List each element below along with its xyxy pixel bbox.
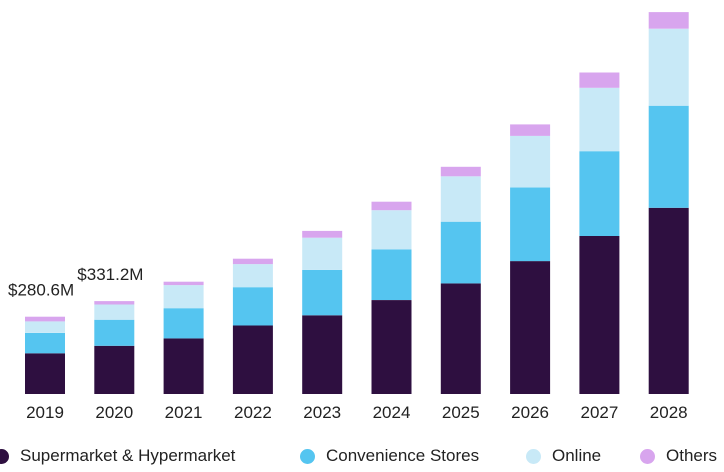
bar-2021-supermarket-hypermarket <box>163 338 204 394</box>
bar-2024-supermarket-hypermarket <box>371 300 412 394</box>
bar-2020-others <box>94 301 135 305</box>
bar-2028-supermarket-hypermarket <box>648 207 689 394</box>
bar-2022-supermarket-hypermarket <box>232 325 273 394</box>
bar-2026-convenience-stores <box>510 187 551 262</box>
bar-2027-convenience-stores <box>579 151 620 236</box>
bar-2022-others <box>232 258 273 265</box>
bar-2020-supermarket-hypermarket <box>94 345 135 394</box>
legend: Supermarket & Hypermarket Convenience St… <box>0 446 724 470</box>
x-tick-label-2022: 2022 <box>234 403 272 422</box>
bar-2028-online <box>648 28 689 106</box>
bar-2028-others <box>648 12 689 29</box>
bar-2025-convenience-stores <box>440 221 481 284</box>
legend-item-convenience: Convenience Stores <box>300 446 479 466</box>
bar-2024-convenience-stores <box>371 249 412 300</box>
legend-swatch-supermarket <box>0 448 9 464</box>
x-tick-label-2024: 2024 <box>373 403 411 422</box>
legend-swatch-others <box>640 448 655 464</box>
x-tick-label-2020: 2020 <box>95 403 133 422</box>
legend-item-others: Others <box>640 446 717 466</box>
x-tick-label-2023: 2023 <box>303 403 341 422</box>
legend-swatch-convenience <box>300 448 315 464</box>
bar-2023-others <box>302 230 343 238</box>
bar-2023-online <box>302 237 343 270</box>
legend-item-supermarket: Supermarket & Hypermarket <box>0 446 235 466</box>
bar-2024-others <box>371 201 412 211</box>
bar-2019-others <box>25 316 65 322</box>
x-tick-label-2025: 2025 <box>442 403 480 422</box>
bar-2019-convenience-stores <box>25 333 65 354</box>
bar-2024-online <box>371 210 412 250</box>
bar-2021-convenience-stores <box>163 308 204 339</box>
bar-2026-supermarket-hypermarket <box>510 261 551 394</box>
annotation-2020: $331.2M <box>77 265 143 284</box>
bar-2025-online <box>440 176 481 222</box>
legend-label-supermarket: Supermarket & Hypermarket <box>20 446 236 465</box>
x-tick-label-2026: 2026 <box>511 403 549 422</box>
bar-2020-convenience-stores <box>94 319 135 346</box>
bar-2019-online <box>25 321 65 333</box>
bar-2019-supermarket-hypermarket <box>25 353 65 394</box>
x-tick-label-2027: 2027 <box>580 403 618 422</box>
bar-2022-online <box>232 264 273 288</box>
chart-plot: 2019 $280.6M 2020 $331.2M 2021 2022 2023 2024 20… <box>8 12 689 422</box>
x-tick-label-2021: 2021 <box>165 403 203 422</box>
legend-swatch-online <box>526 448 541 464</box>
bar-2025-others <box>440 166 481 177</box>
bar-2021-others <box>163 281 204 286</box>
bar-2022-convenience-stores <box>232 287 273 326</box>
bar-2028-convenience-stores <box>648 105 689 208</box>
bar-2027-others <box>579 72 620 88</box>
x-tick-label-2028: 2028 <box>650 403 688 422</box>
annotation-2019: $280.6M <box>8 281 74 300</box>
legend-label-online: Online <box>552 446 602 465</box>
x-tick-label-2019: 2019 <box>26 403 64 422</box>
bar-2023-supermarket-hypermarket <box>302 315 343 394</box>
bar-2027-online <box>579 87 620 152</box>
bar-2027-supermarket-hypermarket <box>579 236 620 394</box>
bar-2025-supermarket-hypermarket <box>440 283 481 394</box>
legend-item-online: Online <box>526 446 601 466</box>
bar-2021-online <box>163 285 204 309</box>
bar-2026-others <box>510 124 551 136</box>
legend-label-others: Others <box>666 446 718 465</box>
legend-label-convenience: Convenience Stores <box>326 446 480 465</box>
bar-2026-online <box>510 135 551 188</box>
bar-2020-online <box>94 304 135 320</box>
bar-2023-convenience-stores <box>302 269 343 316</box>
